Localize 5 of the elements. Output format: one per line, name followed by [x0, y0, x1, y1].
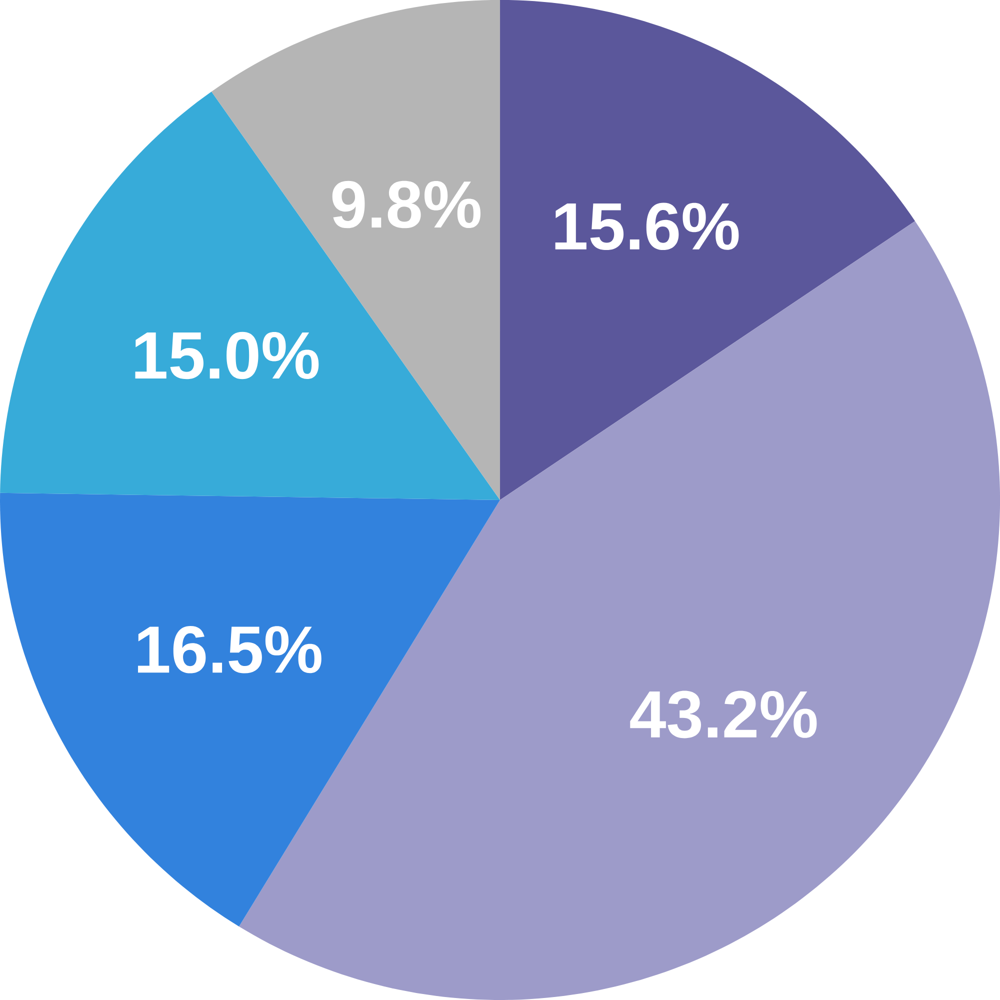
data-label: 15.0%	[135, 332, 319, 380]
data-label: 16.5%	[138, 626, 322, 674]
data-label: 9.8%	[332, 180, 480, 228]
data-label: 43.2%	[630, 690, 817, 738]
data-label: 15.6%	[555, 202, 739, 250]
